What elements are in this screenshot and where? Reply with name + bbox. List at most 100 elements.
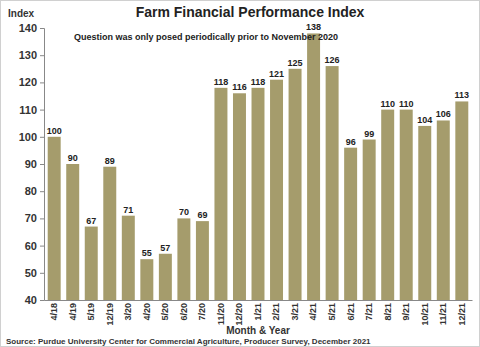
y-tick-mark — [40, 273, 44, 274]
data-label: 138 — [306, 22, 321, 32]
y-tick-mark — [40, 82, 44, 83]
x-tick-label: 7/20 — [197, 303, 207, 321]
x-tick: 7/21 — [364, 300, 374, 321]
bar — [381, 110, 394, 300]
x-tick-label: 12/20 — [234, 303, 244, 326]
bar — [344, 148, 357, 300]
x-tick-label: 1/21 — [253, 303, 263, 321]
data-label: 125 — [288, 58, 303, 68]
data-label: 57 — [160, 243, 170, 253]
data-label: 118 — [251, 77, 266, 87]
y-tick: 120 — [19, 76, 44, 88]
y-tick: 90 — [25, 158, 44, 170]
title: Farm Financial Performance Index — [136, 4, 365, 20]
x-tick-label: 5/21 — [327, 303, 337, 321]
x-tick: 12/19 — [105, 300, 115, 326]
y-tick-label: 70 — [25, 212, 37, 224]
x-tick: 5/19 — [86, 300, 96, 321]
bar — [214, 88, 227, 300]
annotation: Question was only posed periodically pri… — [74, 32, 338, 42]
bar — [177, 218, 190, 300]
data-label: 67 — [86, 216, 96, 226]
x-tick-label: 4/21 — [308, 303, 318, 321]
x-tick: 5/21 — [327, 300, 337, 321]
y-tick-mark — [40, 28, 44, 29]
y-tick: 110 — [19, 104, 44, 116]
bar — [363, 140, 376, 300]
data-labels: 1009067897155577069118116118121125138126… — [47, 22, 469, 258]
y-tick-mark — [40, 300, 44, 301]
data-label: 90 — [68, 153, 78, 163]
bar — [400, 110, 413, 300]
data-label: 110 — [380, 99, 395, 109]
bar — [307, 33, 320, 300]
x-tick: 12/21 — [457, 300, 467, 326]
x-tick: 4/18 — [49, 300, 59, 321]
x-tick: 2/21 — [271, 300, 281, 321]
y-tick: 80 — [25, 185, 44, 197]
x-tick: 11/21 — [438, 300, 448, 325]
x-axis-title: Month & Year — [226, 325, 290, 336]
data-label: 70 — [179, 207, 189, 217]
y-tick-mark — [40, 246, 44, 247]
y-tick: 70 — [25, 212, 44, 224]
background — [1, 1, 480, 347]
x-tick-label: 12/19 — [105, 303, 115, 326]
x-tick-label: 2/21 — [271, 303, 281, 321]
x-tick: 6/21 — [346, 300, 356, 321]
y-tick-mark — [40, 218, 44, 219]
data-label: 69 — [197, 210, 207, 220]
y-tick-label: 100 — [19, 131, 37, 143]
x-tick-label: 3/20 — [123, 303, 133, 321]
data-label: 104 — [417, 115, 432, 125]
x-tick-label: 6/21 — [346, 303, 356, 321]
data-label: 113 — [455, 90, 470, 100]
chart: 4050607080901001101201301404/184/195/191… — [0, 0, 480, 347]
y-tick: 130 — [19, 49, 44, 61]
x-tick-label: 6/20 — [179, 303, 189, 321]
bar — [326, 66, 339, 300]
bar — [103, 167, 116, 300]
x-tick: 4/21 — [308, 300, 318, 321]
bar — [140, 259, 153, 300]
bar — [455, 101, 468, 300]
data-label: 100 — [47, 126, 62, 136]
x-tick-label: 8/21 — [383, 303, 393, 321]
x-tick: 9/21 — [401, 300, 411, 321]
data-label: 118 — [214, 77, 229, 87]
x-tick: 12/20 — [234, 300, 244, 326]
bar — [122, 216, 135, 300]
data-label: 96 — [346, 137, 356, 147]
bar — [437, 120, 450, 300]
data-label: 99 — [364, 129, 374, 139]
x-tick-label: 5/19 — [86, 303, 96, 321]
x-tick-label: 12/21 — [457, 303, 467, 326]
x-tick: 1/21 — [253, 300, 263, 321]
y-tick-mark — [40, 55, 44, 56]
data-label: 126 — [325, 55, 340, 65]
y-tick-label: 80 — [25, 185, 37, 197]
x-tick-label: 5/20 — [160, 303, 170, 321]
y-axis: 405060708090100110120130140 — [19, 22, 45, 306]
y-tick-label: 140 — [19, 22, 37, 34]
bar — [159, 254, 172, 300]
bar — [233, 93, 246, 300]
y-tick: 100 — [19, 131, 44, 143]
x-axis-line — [45, 300, 473, 301]
bar — [48, 137, 61, 300]
x-tick: 10/21 — [420, 300, 430, 326]
bar — [196, 221, 209, 300]
x-tick: 11/20 — [216, 300, 226, 325]
y-tick-mark — [40, 110, 44, 111]
bar — [270, 80, 283, 300]
y-tick-label: 50 — [25, 267, 37, 279]
y-tick: 40 — [25, 294, 44, 306]
data-label: 121 — [269, 69, 284, 79]
y-tick: 140 — [19, 22, 44, 34]
y-tick-mark — [40, 164, 44, 165]
y-tick-mark — [40, 191, 44, 192]
x-tick-label: 4/18 — [49, 303, 59, 321]
data-label: 89 — [105, 156, 115, 166]
y-tick: 50 — [25, 267, 44, 279]
y-axis-title: Index — [8, 8, 35, 19]
